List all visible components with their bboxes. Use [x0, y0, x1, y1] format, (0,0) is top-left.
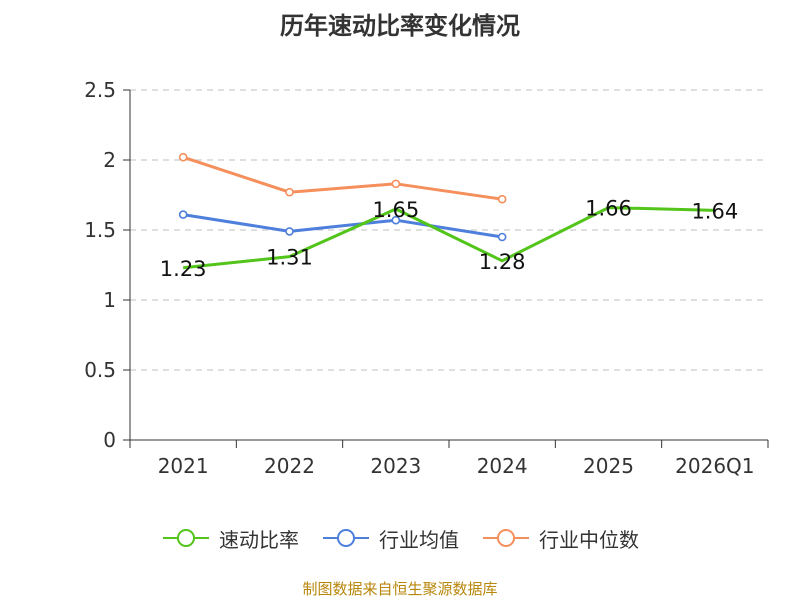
data-label-2023: 1.65	[372, 198, 419, 222]
legend-swatch-quick-ratio	[163, 529, 209, 547]
data-label-2025: 1.66	[585, 197, 632, 221]
series-line-1	[182, 213, 503, 239]
legend-item-industry-average[interactable]: 行业均值	[321, 524, 459, 553]
y-tick-label-2: 2	[103, 148, 116, 172]
legend-item-quick-ratio[interactable]: 速动比率	[161, 524, 299, 553]
y-tick-label-2-5: 2.5	[84, 78, 116, 102]
chart-title: 历年速动比率变化情况	[280, 12, 520, 40]
y-tick-label-1-5: 1.5	[84, 218, 116, 242]
series-1-point-2022	[285, 227, 294, 236]
series-1-point-2021	[178, 210, 188, 219]
series-line-0	[183, 206, 715, 270]
y-tick-label-0-5: 0.5	[84, 358, 116, 382]
x-tick-label-2025: 2025	[583, 454, 634, 478]
data-label-2022: 1.31	[266, 246, 313, 270]
x-tick-label-2026q1: 2026Q1	[675, 454, 754, 478]
series-2-point-2024	[497, 194, 507, 204]
legend: 速动比率 行业均值 行业中位数	[0, 520, 800, 556]
series-1-point-2024	[497, 232, 507, 242]
legend-swatch-industry-median	[483, 529, 529, 547]
x-tick-label-2023: 2023	[370, 454, 421, 478]
legend-label-quick-ratio: 速动比率	[219, 527, 299, 552]
data-label-2024: 1.28	[479, 250, 526, 274]
series-line-2	[182, 155, 503, 201]
x-tick-label-2024: 2024	[477, 454, 528, 478]
series-1-point-2023	[391, 215, 401, 225]
series-2-point-2022	[285, 187, 294, 197]
series-2-point-2023	[391, 179, 401, 189]
legend-swatch-industry-average	[323, 529, 369, 547]
y-tick-label-0: 0	[103, 428, 116, 452]
data-label-2026q1: 1.64	[691, 199, 738, 223]
source-note: 制图数据来自恒生聚源数据库	[302, 580, 498, 598]
legend-item-industry-median[interactable]: 行业中位数	[481, 524, 639, 553]
legend-label-industry-median: 行业中位数	[539, 527, 639, 552]
series-2-point-2021	[178, 152, 188, 162]
x-tick-label-2021: 2021	[158, 454, 209, 478]
y-tick-label-1: 1	[103, 288, 116, 312]
x-tick-label-2022: 2022	[264, 454, 315, 478]
legend-label-industry-average: 行业均值	[379, 527, 459, 552]
data-label-2021: 1.23	[160, 257, 207, 281]
